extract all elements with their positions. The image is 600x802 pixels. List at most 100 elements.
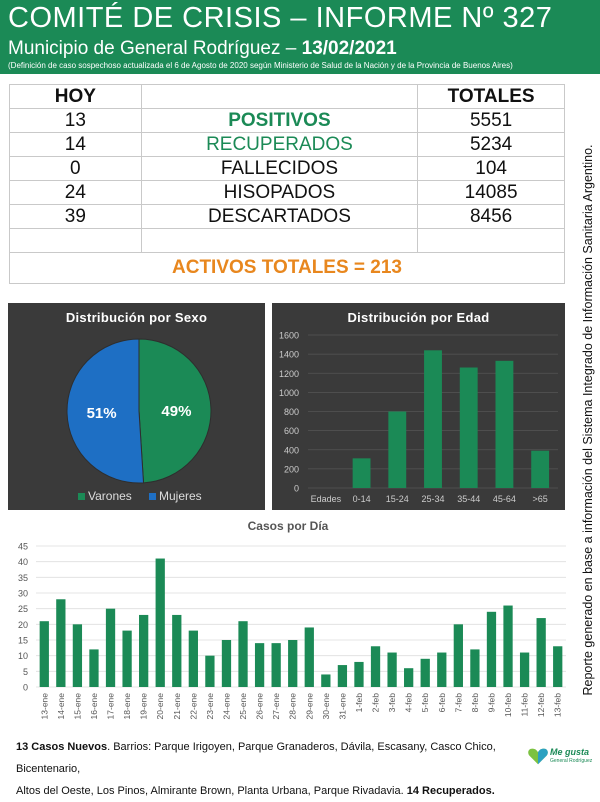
y-tick-label: 45 [18,542,28,552]
bar-casos [188,630,198,687]
x-tick-label: 30-ene [321,693,331,720]
total-value: 8456 [417,204,565,229]
x-tick-label: 27-ene [271,693,281,720]
y-tick-label: 0 [294,484,299,494]
row-label-fallecidos: FALLECIDOS [140,156,419,181]
x-tick-label: 13-feb [553,693,563,717]
total-value: 14085 [417,180,565,205]
bar-edad [388,411,407,488]
x-tick-label: 7-feb [453,693,463,713]
bar-casos [155,558,165,687]
x-tick-label: 15-ene [72,693,82,720]
x-tick-label: 15-24 [386,494,409,504]
y-tick-label: 20 [18,620,28,630]
x-tick-label: 6-feb [437,693,447,713]
report-subtitle: Municipio de General Rodríguez – 13/02/2… [8,38,397,60]
x-tick-label: 3-feb [387,693,397,713]
x-tick-label: 1-feb [354,693,364,713]
bar-edad [352,458,371,488]
x-tick-label: 2-feb [371,693,381,713]
x-tick-label: 24-ene [221,693,231,720]
chart-casos: Casos por Día 0 5 10 15 20 25 30 35 40 45 13-ene 14-… [18,519,566,720]
bar-casos [172,614,182,687]
y-tick-label: 200 [284,464,299,474]
bar-casos [519,652,530,687]
y-tick-label: 800 [284,407,299,417]
legend-label-varones: Varones [88,489,132,503]
pie-data-label: 49% [161,403,191,420]
bar-casos [304,627,314,687]
x-tick-label: 25-34 [421,494,444,504]
chart-edad: 0 200 400 600 800 1000 1200 1400 1600 Edades 0-14 1… [279,331,558,504]
x-tick-label: 10-feb [503,693,513,717]
municipio-label: Municipio de General Rodríguez – [8,38,297,59]
bar-casos [139,614,149,687]
x-tick-label: >65 [533,494,548,504]
table-row: 13 POSITIVOS 5551 [9,108,565,133]
bar-edad [424,350,442,488]
table-row: 14 RECUPERADOS 5234 [9,132,565,157]
pie-data-label: 51% [87,405,117,422]
bar-casos [387,652,397,687]
x-tick-label: 28-ene [288,693,298,720]
chart-edad-title: Distribución por Edad [347,310,490,325]
bar-casos [105,608,116,687]
bar-casos [271,643,281,687]
bar-casos [553,646,563,687]
bar-casos [122,630,132,687]
x-tick-label: 26-ene [255,693,265,720]
table-row: 39 DESCARTADOS 8456 [9,204,565,229]
y-tick-label: 400 [284,445,299,455]
x-tick-label: 16-ene [89,693,99,720]
x-tick-label: 12-feb [536,693,546,717]
pie-slice-mujeres [66,338,145,484]
hoy-value: 13 [9,108,142,133]
y-tick-label: 1200 [279,369,299,379]
activos-row: ACTIVOS TOTALES = 213 [9,252,565,284]
y-tick-label: 40 [18,557,28,567]
y-tick-label: 25 [18,604,28,614]
y-tick-label: 1400 [279,350,299,360]
x-tick-label: 35-44 [457,494,480,504]
y-tick-label: 15 [18,636,28,646]
report-header: COMITÉ DE CRISIS – INFORME Nº 327 Munici… [0,0,600,74]
hoy-value: 24 [9,180,142,205]
x-tick-label: 17-ene [106,693,116,720]
report-title: COMITÉ DE CRISIS – INFORME Nº 327 [8,2,553,34]
x-tick-label: 45-64 [493,494,516,504]
x-tick-label: 0-14 [353,494,371,504]
y-tick-label: 600 [284,426,299,436]
report-date: 13/02/2021 [301,38,397,59]
bar-casos [536,618,546,687]
bar-casos [288,640,298,687]
x-tick-label: 13-ene [39,693,49,720]
row-label-positivos: POSITIVOS [140,108,419,133]
y-tick-label: 5 [23,667,28,677]
total-value: 104 [417,156,565,181]
x-tick-label: 25-ene [238,693,248,720]
y-tick-label: 35 [18,573,28,583]
bar-casos [56,599,66,687]
y-tick-label: 1000 [279,388,299,398]
bar-casos [238,621,248,687]
y-tick-label: 0 [23,683,28,693]
chart-edad-panel: Distribución por Edad 0 200 400 600 800 1000 1… [272,303,565,510]
bar-casos [437,652,447,687]
table-header-row: HOY TOTALES [9,84,565,109]
footer-note: 13 Casos Nuevos. Barrios: Parque Irigoye… [16,736,536,802]
x-tick-label: 8-feb [470,693,480,713]
table-spacer-row [9,228,565,253]
row-label-descartados: DESCARTADOS [140,204,419,229]
x-tick-label: 18-ene [122,693,132,720]
total-value: 5234 [417,132,565,157]
x-tick-label: 4-feb [404,693,414,713]
row-label-hisopados: HISOPADOS [140,180,419,205]
bar-edad [495,360,514,488]
bar-casos [453,624,463,687]
barrios-list-cont: Altos del Oeste, Los Pinos, Almirante Br… [16,785,404,797]
bar-casos [254,643,265,687]
x-tick-label: 22-ene [188,693,198,720]
heart-logo-icon [528,748,548,765]
x-tick-label: 9-feb [486,693,496,713]
bar-casos [39,621,49,687]
